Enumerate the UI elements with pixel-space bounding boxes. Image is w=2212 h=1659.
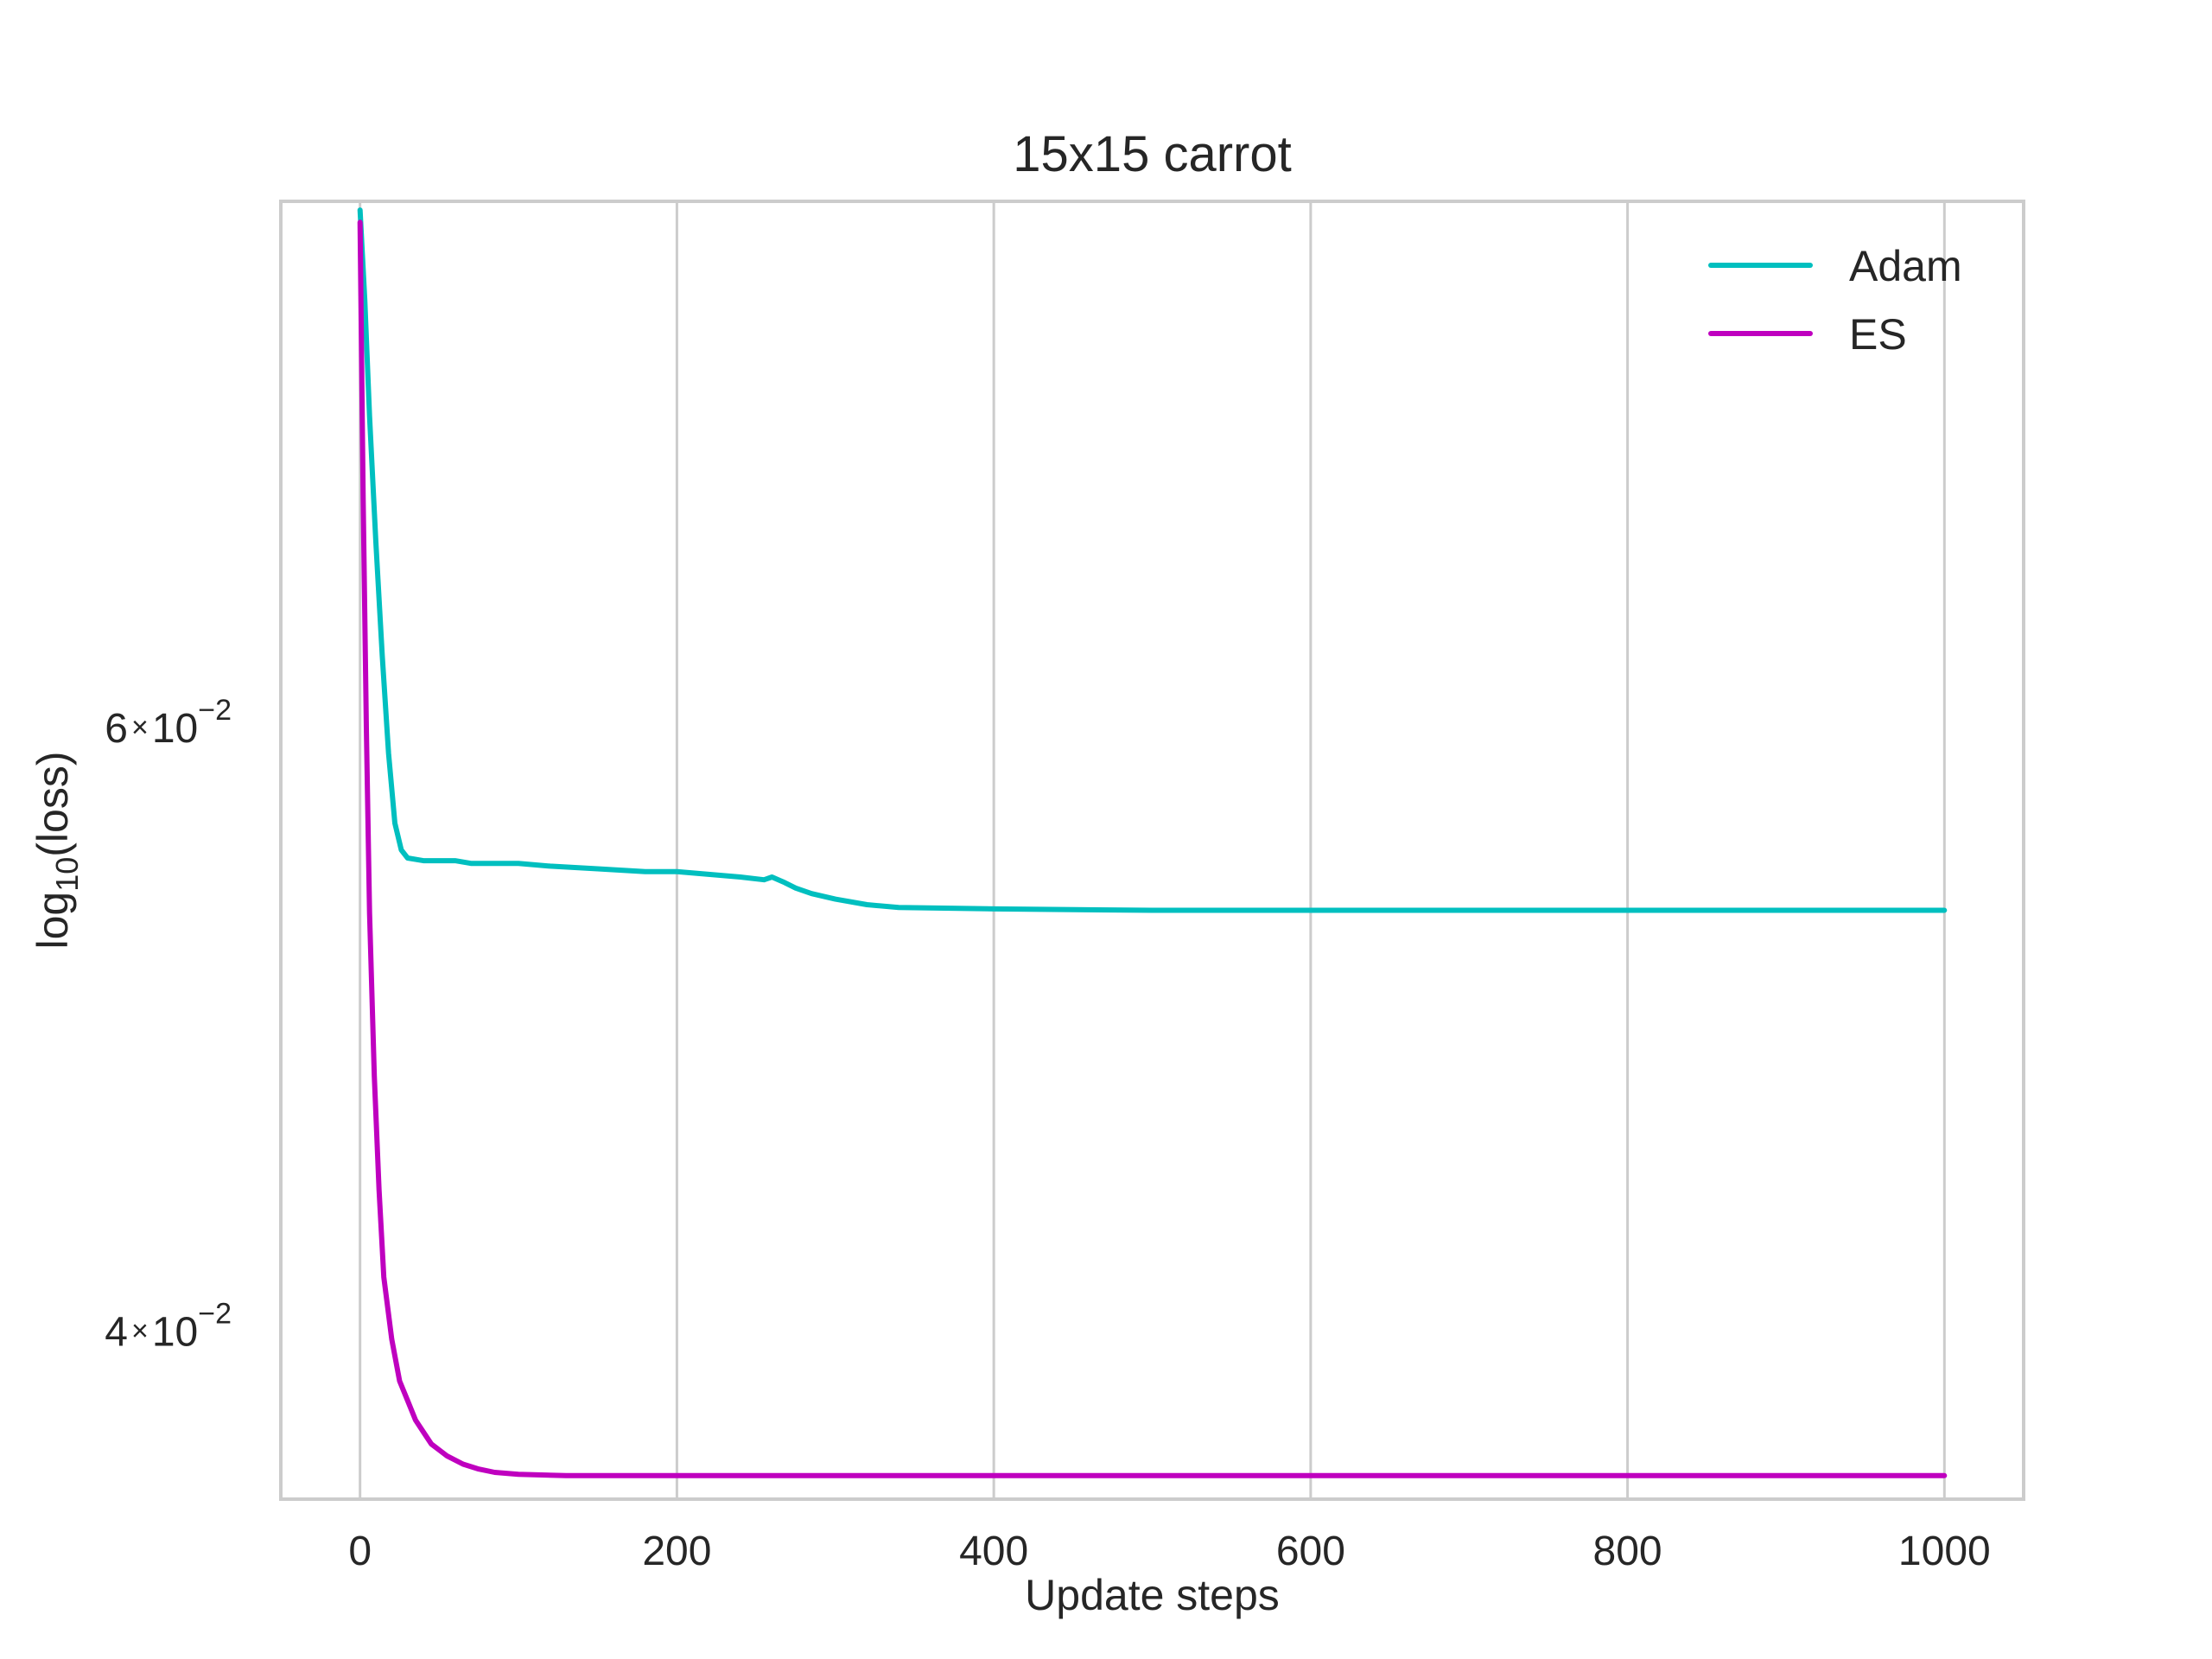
- legend-label-es: ES: [1849, 310, 1907, 359]
- series-line-adam: [357, 207, 1948, 913]
- chart-title: 15x15 carrot: [1013, 126, 1291, 182]
- plot-frame: [279, 200, 2025, 1501]
- y-tick-label: 4 ×10−2: [105, 1298, 232, 1356]
- legend: Adam ES: [1708, 242, 1962, 359]
- legend-label-adam: Adam: [1849, 242, 1962, 290]
- y-axis-title-main: log: [29, 892, 77, 950]
- y-axis-title-sub: 10: [49, 857, 85, 892]
- x-tick-label: 400: [959, 1529, 1028, 1574]
- series-line-es: [357, 219, 1948, 1478]
- series-lines: [357, 207, 1948, 1478]
- x-tick-label: 200: [642, 1529, 711, 1574]
- x-tick-label: 0: [348, 1529, 372, 1574]
- x-axis-title: Update steps: [1025, 1571, 1280, 1619]
- y-tick-labels: 4 ×10−2 6 ×10−2: [105, 694, 232, 1355]
- x-tick-label: 1000: [1898, 1529, 1991, 1574]
- y-axis-title-suffix: (loss): [29, 752, 77, 857]
- y-tick-label: 6 ×10−2: [105, 694, 232, 752]
- plot-area: [281, 201, 2024, 1499]
- x-tick-label: 600: [1276, 1529, 1345, 1574]
- y-axis-title: log10(loss): [29, 752, 85, 950]
- x-tick-label: 800: [1593, 1529, 1662, 1574]
- x-tick-labels: 0 200 400 600 800 1000: [348, 1529, 1990, 1574]
